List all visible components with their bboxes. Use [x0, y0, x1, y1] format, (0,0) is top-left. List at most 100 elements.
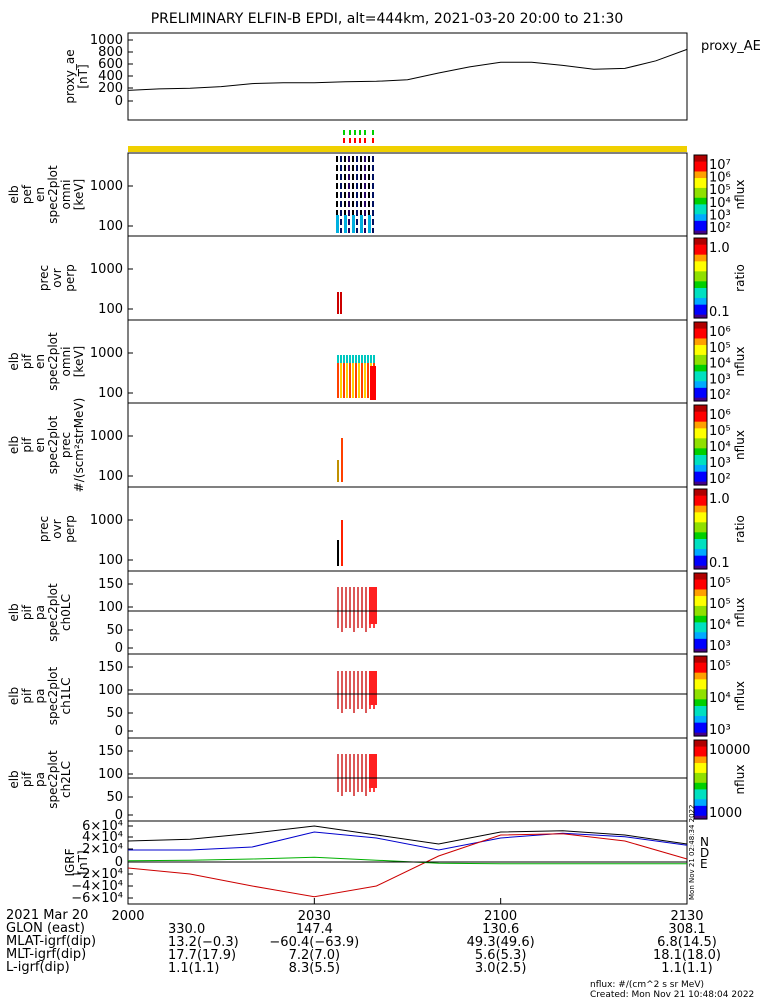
colorbar-cell: [694, 361, 707, 366]
ae-legend: proxy_AE: [701, 39, 761, 54]
ylabel-p1-0: elb: [7, 185, 21, 203]
ytick-label-p6-3: 0: [115, 641, 123, 656]
colorbar-cell: [694, 411, 707, 416]
xaxis-value-3-1: 6.8(14.5): [657, 935, 717, 950]
ylabel-p6-4: ch0LC: [59, 594, 73, 631]
colorbar-cell: [694, 461, 707, 466]
ylabel-p8-1: pif: [20, 771, 34, 787]
xtick-label-1: 2030: [298, 909, 331, 924]
colorbar-cell: [694, 161, 707, 166]
colorbar-cell: [694, 666, 707, 670]
ytick-label-ae-0: 1000: [90, 33, 123, 48]
colorbar-cell: [694, 679, 707, 684]
spectro-p2: [337, 292, 342, 314]
series-igrf-N: [128, 831, 688, 851]
colorbar-cell: [694, 351, 707, 356]
series-igrf-magnitude: [127, 825, 688, 845]
colorbar-p5: [693, 488, 708, 570]
colorbar-cell: [694, 565, 707, 570]
colorbar-cell: [694, 615, 707, 620]
xaxis-row-mlt: MLT-igrf(dip): [6, 947, 87, 962]
colorbar-cell: [694, 415, 707, 419]
colorbar-cell: [694, 241, 707, 246]
colorbar-cell: [694, 562, 707, 567]
panel-frame: [127, 486, 688, 572]
stripe-body: [349, 363, 351, 398]
panel-p7: [127, 653, 688, 739]
colorbar-cell: [694, 397, 707, 402]
ytick-label-p3-1: 100: [98, 386, 123, 401]
colorbar-cell: [694, 492, 707, 497]
colorbar-label-p2-1: 0.1: [709, 305, 730, 320]
colorbar-cell: [694, 656, 707, 660]
marker-green-1: [349, 130, 351, 135]
colorbar-cell: [694, 632, 707, 637]
colorbar-cell: [694, 638, 707, 643]
colorbar-cell: [694, 589, 707, 594]
colorbar-cell: [694, 214, 707, 219]
colorbar-label-p4-2: 10⁴: [709, 440, 731, 455]
colorbar-cell: [694, 471, 707, 476]
colorbar-cell: [694, 197, 707, 202]
colorbar-title-p2: ratio: [733, 264, 747, 292]
colorbar-cell: [694, 168, 707, 173]
ytick-label-p6-1: 100: [98, 600, 123, 615]
xaxis-value-1-1: −60.4(−63.9): [269, 935, 359, 950]
xaxis-row-l: L-igrf(dip): [6, 960, 70, 975]
stripe-body: [355, 363, 357, 398]
colorbar-cell: [694, 181, 707, 186]
colorbar-cell: [694, 809, 707, 814]
panel-frame: [127, 152, 688, 237]
colorbar-cell: [694, 394, 707, 399]
colorbar-cell: [694, 772, 707, 777]
ytick-label-p2-1: 100: [98, 302, 123, 317]
colorbar-label-p4-0: 10⁶: [709, 408, 731, 423]
footer-created: Created: Mon Nov 21 10:48:04 2022: [590, 990, 755, 1000]
ylabel-p8-2: pa: [33, 772, 47, 787]
footer-units: nflux: #/(cm^2 s sr MeV): [590, 980, 704, 990]
ylabel-p8-0: elb: [7, 770, 21, 788]
panel-frame: [127, 402, 688, 488]
xaxis-value-3-2: 18.1(18.0): [653, 948, 721, 963]
stripe-body: [367, 363, 369, 398]
colorbar-cell: [694, 428, 707, 433]
colorbar-cell: [694, 682, 707, 687]
colorbar-cell: [694, 509, 707, 513]
colorbar-cell: [694, 374, 707, 379]
colorbar-cell: [694, 325, 707, 330]
marker-green-2: [354, 130, 356, 135]
xaxis-value-1-3: 8.3(5.5): [289, 961, 341, 976]
panel-p3: [127, 319, 688, 404]
colorbar-cell: [694, 322, 707, 326]
ytick-label-ae-2: 600: [98, 57, 123, 72]
ylabel-p6-3: spec2plot: [46, 583, 60, 642]
marker-green-3: [359, 130, 361, 135]
colorbar-frame: [693, 321, 708, 402]
colorbar-cell: [694, 445, 707, 449]
marker-red-0: [343, 138, 345, 143]
xtick-label-2: 2100: [484, 909, 517, 924]
colorbar-cell: [694, 659, 707, 664]
xaxis-row-mlat: MLAT-igrf(dip): [6, 934, 97, 949]
colorbar-cell: [694, 499, 707, 503]
ytick-label-igrf-3: 0: [115, 855, 123, 870]
colorbar-cell: [694, 672, 707, 677]
colorbar-cell: [694, 481, 707, 486]
colorbar-cell: [694, 284, 707, 289]
panel-p4: [127, 402, 688, 488]
colorbar-cell: [694, 515, 707, 520]
xaxis-value-0-2: 17.7(17.9): [168, 948, 236, 963]
colorbar-cell: [694, 421, 707, 426]
colorbar-title-p7: nflux: [733, 681, 747, 711]
colorbar-cell: [694, 338, 707, 343]
series-igrf-E: [127, 856, 687, 865]
colorbar-frame: [693, 154, 708, 235]
colorbar-cell: [694, 354, 707, 359]
colorbar-cell: [694, 201, 707, 205]
colorbar-cell: [694, 328, 707, 333]
colorbar-cell: [694, 776, 707, 781]
colorbar-cell: [694, 512, 707, 517]
ylabel-p1-1: pef: [20, 184, 34, 204]
pa-block-p8: [369, 754, 377, 788]
colorbar-cell: [694, 812, 707, 817]
